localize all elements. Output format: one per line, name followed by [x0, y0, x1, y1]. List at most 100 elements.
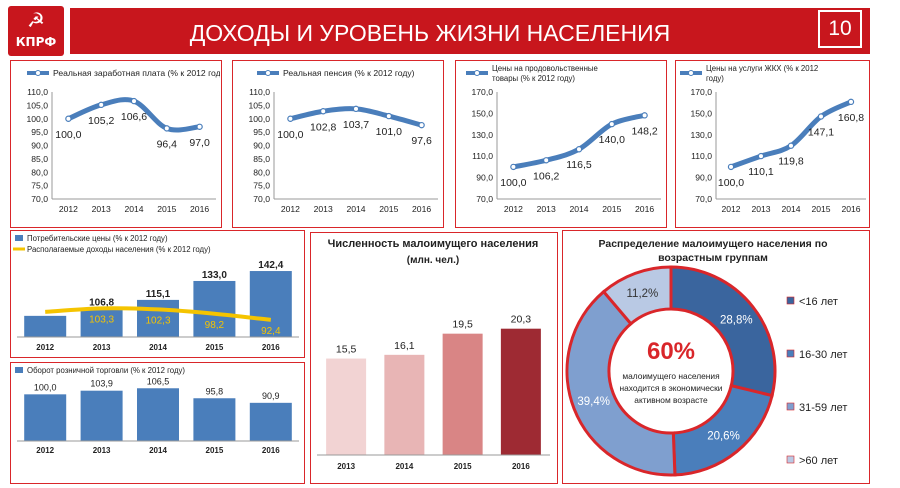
chart-title: Распределение малоимущего населения по	[598, 238, 827, 250]
data-label: 103,7	[343, 119, 369, 131]
legend-swatch	[15, 235, 23, 241]
y-tick-label: 105,0	[248, 100, 270, 110]
bar-label: 106,8	[89, 298, 114, 309]
legend-label: году)	[706, 74, 724, 83]
x-tick-label: 2015	[379, 204, 398, 214]
data-point	[847, 98, 855, 106]
y-tick-label: 150,0	[690, 108, 712, 118]
panel-wage: Реальная заработная плата (% к 2012 году…	[10, 60, 228, 228]
legend-label: Оборот розничной торговли (% к 2012 году…	[27, 366, 185, 375]
bar	[137, 388, 179, 441]
bar	[249, 271, 292, 337]
bar-label: 100,0	[34, 382, 57, 392]
page-title: ДОХОДЫ И УРОВЕНЬ ЖИЗНИ НАСЕЛЕНИЯ	[189, 20, 671, 46]
data-label: 110,1	[748, 166, 774, 178]
x-tick-label: 2013	[93, 343, 111, 352]
data-point	[196, 123, 203, 130]
bar	[193, 398, 236, 441]
data-label: 160,8	[838, 112, 864, 124]
data-label: 140,0	[599, 134, 625, 146]
x-tick-label: 2012	[721, 204, 740, 214]
x-tick-label: 2015	[454, 462, 472, 471]
y-tick-label: 85,0	[253, 154, 270, 164]
bar-label: 115,1	[146, 289, 171, 300]
data-point	[575, 146, 583, 153]
data-label: 105,2	[88, 115, 114, 127]
bar	[500, 328, 541, 455]
y-tick-label: 70,0	[31, 194, 48, 204]
data-point	[757, 152, 765, 160]
x-tick-label: 2012	[36, 343, 54, 352]
bar	[24, 315, 67, 337]
x-tick-label: 2016	[262, 446, 280, 455]
bar	[384, 354, 425, 455]
x-tick-label: 2015	[811, 204, 830, 214]
bar-label: 16,1	[394, 340, 415, 352]
y-tick-label: 110,0	[249, 87, 270, 97]
x-tick-label: 2014	[346, 204, 365, 214]
center-caption: малоимущего населения	[622, 371, 719, 381]
panel-housing: Цены на услуги ЖКХ (% к 2012 году) 70,0 90,…	[675, 60, 870, 228]
data-label: 102,8	[310, 121, 336, 133]
data-point	[319, 108, 327, 115]
bar	[137, 299, 179, 337]
legend-marker	[474, 70, 480, 76]
x-tick-label: 2014	[124, 204, 143, 214]
x-tick-label: 2012	[281, 204, 300, 214]
x-tick-label: 2012	[36, 446, 54, 455]
y-tick-label: 110,0	[27, 87, 48, 97]
data-point	[542, 157, 550, 164]
y-tick-label: 85,0	[31, 154, 48, 164]
bar-label: 133,0	[202, 270, 227, 281]
title-bar: ДОХОДЫ И УРОВЕНЬ ЖИЗНИ НАСЕЛЕНИЯ	[70, 8, 870, 54]
bar	[24, 394, 67, 441]
legend-label: Цены на продовольственные	[492, 64, 598, 73]
y-tick-label: 95,0	[253, 127, 270, 137]
data-point	[385, 112, 392, 120]
y-tick-label: 90,0	[476, 173, 493, 183]
legend-label: Реальная заработная плата (% к 2012 году…	[53, 68, 220, 78]
data-label: 106,2	[533, 170, 559, 182]
data-label: 97,6	[411, 135, 432, 147]
data-label: 116,5	[566, 159, 592, 171]
y-tick-label: 75,0	[253, 181, 270, 191]
data-point	[641, 112, 648, 119]
bar	[442, 333, 483, 455]
x-tick-label: 2013	[751, 204, 770, 214]
pie-slice	[601, 265, 673, 326]
slice-label: 11,2%	[627, 288, 659, 300]
legend-label: Реальная пенсия (% к 2012 году)	[283, 68, 415, 78]
chart-title: возрастным группам	[658, 252, 768, 264]
slice-label: 28,8%	[720, 315, 753, 327]
x-tick-label: 2015	[206, 343, 224, 352]
x-tick-label: 2013	[92, 204, 111, 214]
x-tick-label: 2012	[59, 204, 78, 214]
center-caption: активном возрасте	[634, 395, 708, 405]
legend-marker	[35, 70, 41, 76]
bar-label: 20,3	[511, 314, 532, 326]
header: ☭ КПРФ ДОХОДЫ И УРОВЕНЬ ЖИЗНИ НАСЕЛЕНИЯ …	[0, 0, 900, 62]
legend-marker	[688, 70, 694, 76]
data-label: 100,0	[277, 129, 303, 141]
panel-consumer: Потребительские цены (% к 2012 году) Расп…	[10, 230, 305, 358]
kprf-logo: ☭ КПРФ	[8, 6, 64, 56]
data-point	[608, 120, 615, 128]
chart-age: Распределение малоимущего населения по во…	[565, 238, 847, 477]
center-caption: находится в экономически	[620, 383, 723, 393]
chart-consumer: Потребительские цены (% к 2012 году) Расп…	[13, 234, 299, 352]
bar-label: 95,8	[206, 386, 224, 396]
panel-food: Цены на продовольственные товары (% к 201…	[455, 60, 667, 228]
bar	[249, 402, 292, 441]
x-tick-label: 2014	[569, 204, 588, 214]
legend-label: >60 лет	[799, 455, 838, 467]
x-tick-label: 2012	[504, 204, 523, 214]
data-label: 119,8	[778, 156, 804, 168]
line-label: 98,2	[205, 320, 225, 331]
bar-label: 90,9	[262, 391, 280, 401]
panel-retail: Оборот розничной торговли (% к 2012 году…	[10, 362, 305, 484]
line-label: 102,3	[145, 315, 170, 326]
data-point	[130, 97, 138, 105]
logo-text: КПРФ	[15, 35, 57, 49]
data-point	[787, 142, 795, 149]
y-tick-label: 100,0	[26, 114, 48, 124]
